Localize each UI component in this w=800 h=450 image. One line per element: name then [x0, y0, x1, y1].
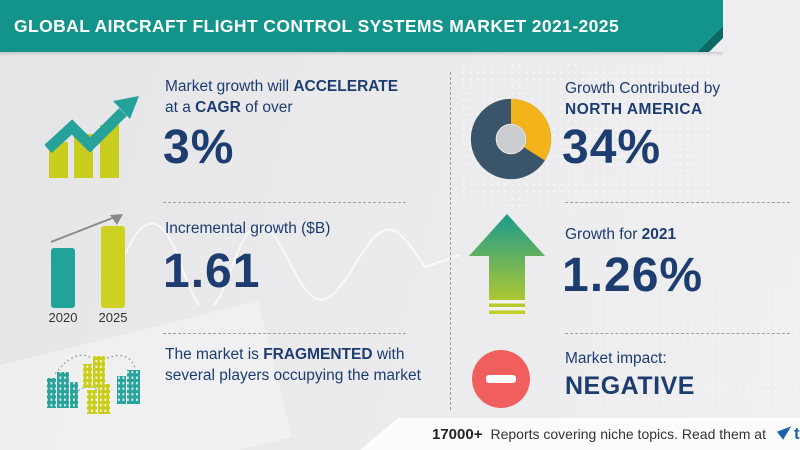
footer-bar: 17000+ Reports covering niche topics. Re…	[360, 418, 800, 450]
yoy-description: Growth for 2021	[565, 224, 676, 245]
row-divider	[163, 333, 406, 334]
growth-up-arrow-icon	[469, 214, 545, 314]
column-divider	[450, 72, 451, 410]
page-title: GLOBAL AIRCRAFT FLIGHT CONTROL SYSTEMS M…	[14, 16, 620, 36]
row-divider	[565, 202, 790, 203]
cagr-value: 3%	[163, 121, 235, 174]
region-description: Growth Contributed by NORTH AMERICA	[565, 78, 720, 120]
cagr-text: at a	[165, 99, 196, 116]
yoy-growth-value: 1.26%	[562, 249, 704, 302]
region-text: Growth Contributed by	[565, 80, 721, 97]
negative-impact-minus-icon	[472, 350, 530, 408]
cagr-text: Market growth will	[165, 78, 294, 95]
cagr-text: of over	[240, 99, 293, 116]
header-ribbon	[0, 0, 723, 52]
region-share-donut-icon	[470, 98, 552, 180]
row-divider	[565, 333, 790, 334]
impact-label: Market impact:	[565, 350, 667, 367]
cagr-description: Market growth will ACCELERATE at a CAGR …	[165, 76, 435, 118]
incremental-growth-value: 1.61	[163, 245, 261, 298]
footer-tagline: Reports covering niche topics. Read them…	[490, 426, 766, 442]
year-start-label: 2020	[48, 310, 78, 325]
fragmented-keyword: FRAGMENTED	[263, 346, 373, 363]
yoy-text: Growth for	[565, 226, 642, 243]
technavio-arrow-icon	[776, 426, 792, 440]
cagr-accelerate-text: ACCELERATE	[293, 78, 399, 95]
impact-value: NEGATIVE	[565, 372, 695, 400]
row-divider	[163, 202, 406, 203]
growth-trend-icon	[45, 96, 139, 178]
fragmented-text: The market is	[165, 346, 264, 363]
fragmented-market-buildings-icon	[47, 354, 140, 414]
technavio-logo: technavio™	[776, 424, 800, 444]
incremental-growth-label: Incremental growth ($B)	[165, 220, 331, 237]
fragmented-description: The market is FRAGMENTED with several pl…	[165, 344, 427, 386]
year-end-label: 2025	[98, 310, 128, 325]
fragmented-text: with several players occupying the marke…	[165, 346, 421, 384]
yoy-year: 2021	[641, 226, 677, 243]
region-name: NORTH AMERICA	[565, 101, 703, 118]
brand-text-tech: tech	[793, 424, 800, 443]
year-comparison-bars-icon	[50, 214, 125, 308]
region-share-value: 34%	[562, 121, 662, 174]
header-shadow	[0, 52, 723, 56]
report-count: 17000+	[432, 425, 483, 443]
cagr-label: CAGR	[195, 99, 241, 116]
